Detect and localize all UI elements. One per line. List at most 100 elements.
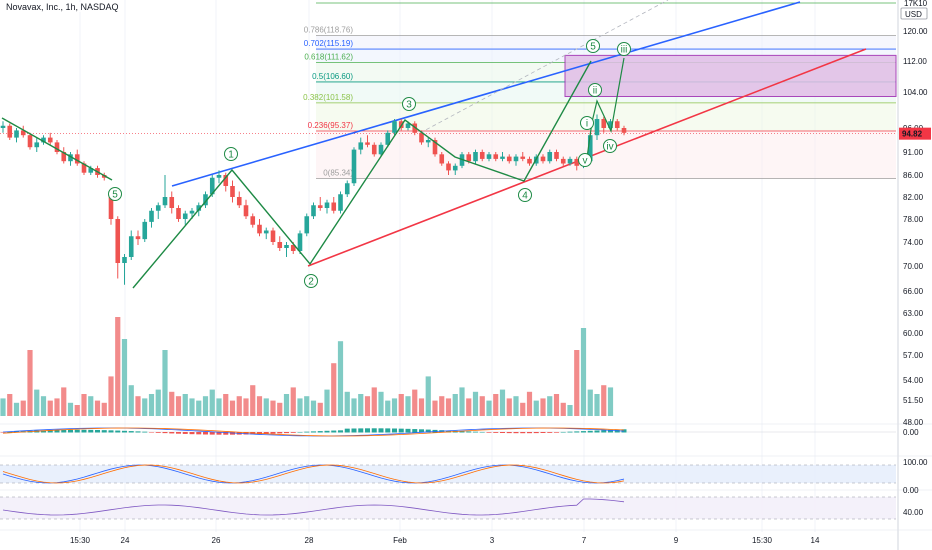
candle-body <box>203 194 208 206</box>
rsi-line <box>2 498 625 516</box>
macd-histogram-bar <box>365 428 370 433</box>
macd-histogram-bar <box>601 430 607 433</box>
last-price-label: 94.82 <box>902 130 923 139</box>
candle-body <box>149 210 154 222</box>
volume-bar <box>553 394 560 416</box>
macd-histogram-bar <box>574 431 580 433</box>
price-axis-tick: 112.00 <box>903 57 927 66</box>
macd-histogram-bar <box>270 432 276 434</box>
volume-bar <box>526 391 533 416</box>
volume-bar <box>405 396 411 416</box>
macd-pane <box>0 427 896 437</box>
volume-bar <box>250 385 256 416</box>
wave-label-text: iv <box>606 142 613 153</box>
candle-body <box>142 221 148 240</box>
macd-histogram-bar <box>527 432 532 434</box>
macd-histogram-bar <box>608 429 613 433</box>
macd-histogram-bar <box>88 429 94 433</box>
candle-body <box>614 121 620 128</box>
volume-bar <box>601 385 607 416</box>
candle-body <box>74 154 80 164</box>
currency-box <box>900 7 928 20</box>
candle-body <box>547 152 553 162</box>
volume-bar <box>493 394 499 416</box>
macd-histogram-bar <box>304 431 310 433</box>
candle-body <box>0 125 6 128</box>
wave-label-circle <box>108 187 122 201</box>
macd-histogram-bar <box>567 431 573 433</box>
candle-body <box>115 219 121 263</box>
candle-body <box>594 119 600 136</box>
candle-body <box>621 128 627 133</box>
volume-bar <box>560 402 566 416</box>
macd-histogram-bar <box>378 428 384 433</box>
price-axis-tick: 70.00 <box>903 262 924 271</box>
wave-label-iv: iv <box>603 139 617 153</box>
macd-histogram-bar <box>547 432 553 433</box>
volume-bar <box>121 339 128 416</box>
fib-level-label: 0.382(101.58) <box>303 93 353 102</box>
candle-body <box>486 154 492 159</box>
candle-body <box>162 197 168 206</box>
volume-bar <box>398 394 404 416</box>
candle-body <box>587 135 593 162</box>
wave-label-i: i <box>580 116 594 130</box>
volume-bar <box>189 398 195 416</box>
price-axis-tick: 54.00 <box>903 376 924 385</box>
volume-bar <box>155 389 161 416</box>
chart-title: Novavax, Inc., 1h, NASDAQ <box>4 2 121 12</box>
candles-group <box>0 114 627 285</box>
volume-bar <box>452 394 458 416</box>
candle-body <box>338 194 343 211</box>
macd-histogram-bar <box>203 432 208 435</box>
fib-level-label: 0.786(118.76) <box>304 26 354 35</box>
volume-bar <box>216 398 222 416</box>
price-axis-tick: 104.00 <box>903 88 928 97</box>
candle-body <box>176 208 181 219</box>
fib-level-label: 0.702(115.19) <box>304 39 354 48</box>
macd-histogram-bar <box>149 432 154 433</box>
macd-histogram-bar <box>351 428 357 433</box>
volume-bar <box>115 317 121 416</box>
macd-histogram-bar <box>520 432 526 434</box>
volume-bar <box>499 389 506 416</box>
wave-label-text: 2 <box>308 277 314 288</box>
macd-histogram-bar <box>47 430 53 433</box>
volume-bar <box>182 394 188 416</box>
volume-bar <box>445 398 452 416</box>
candle-body <box>540 156 546 162</box>
macd-histogram-bar <box>371 428 377 433</box>
volume-bar <box>175 396 182 416</box>
fib-level-label: 0.618(111.62) <box>304 52 353 61</box>
wave-label-circle <box>402 97 416 111</box>
wave-label-circle <box>588 83 602 97</box>
candle-body <box>574 158 580 166</box>
macd-histogram-bar <box>14 431 19 433</box>
macd-histogram-bar <box>419 429 424 433</box>
macd-histogram-bar <box>142 431 148 433</box>
price-axis-tick: 74.00 <box>903 238 924 247</box>
macd-histogram-bar <box>115 430 121 433</box>
macd-histogram-bar <box>540 432 546 433</box>
macd-histogram-bar <box>500 432 505 434</box>
price-axis-tick: 120.00 <box>903 27 928 36</box>
volume-bar <box>101 402 107 416</box>
volume-bar <box>574 350 580 416</box>
macd-histogram-bar <box>284 432 289 434</box>
volume-bar <box>310 400 317 416</box>
time-axis-label: Feb <box>393 536 407 545</box>
time-axis-label: 28 <box>305 536 314 545</box>
volume-bar <box>587 389 593 416</box>
macd-histogram-bar <box>68 429 73 433</box>
volume-bar <box>364 396 371 416</box>
macd-histogram-bar <box>466 431 472 433</box>
volume-bar <box>94 400 101 416</box>
wave-label-text: ii <box>593 86 597 97</box>
candle-body <box>432 140 438 155</box>
candle-body <box>365 142 370 145</box>
candle-body <box>34 142 40 148</box>
candle-body <box>236 197 242 206</box>
macd-histogram-bar <box>338 430 343 433</box>
candle-body <box>61 152 67 162</box>
